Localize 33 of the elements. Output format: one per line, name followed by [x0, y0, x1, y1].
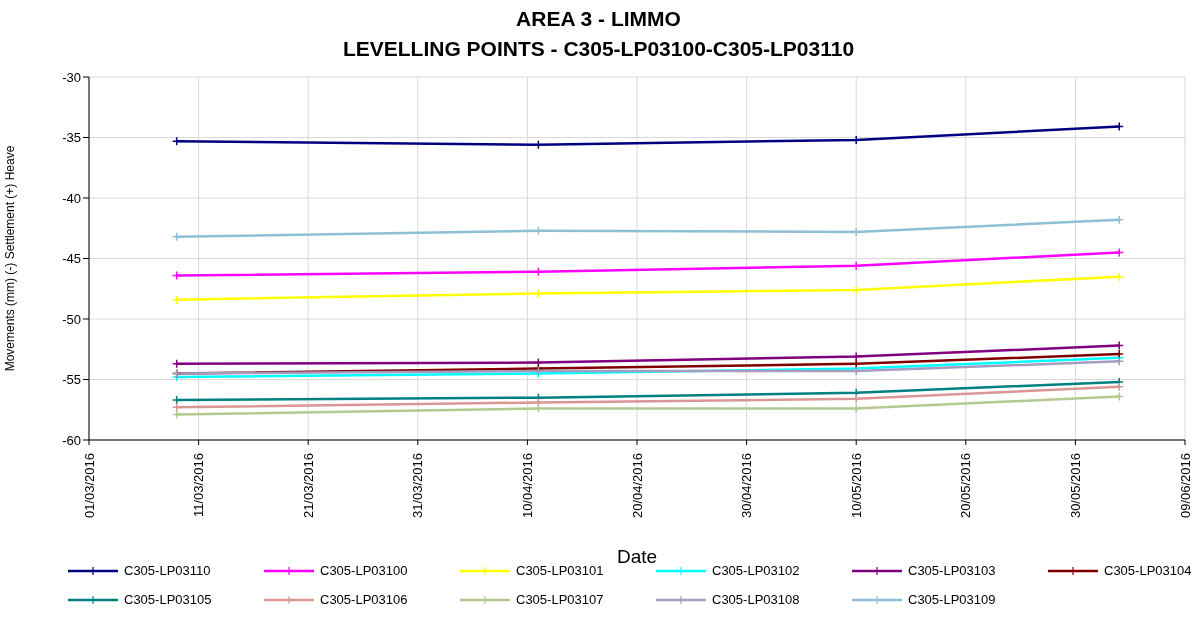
legend-label: C305-LP03109	[908, 592, 996, 607]
y-tick-label: -50	[62, 311, 81, 327]
y-tick-label: -40	[62, 190, 81, 206]
y-axis-title: Movements (mm) (-) Settlement (+) Heave	[3, 145, 18, 372]
y-tick-label: -45	[62, 251, 81, 267]
x-tick-label: 10/04/2016	[519, 453, 535, 519]
x-tick-label: 21/03/2016	[300, 453, 316, 519]
y-tick-label: -30	[62, 69, 81, 85]
x-tick-label: 31/03/2016	[410, 453, 426, 519]
x-axis-title: Date	[616, 546, 658, 567]
x-tick-label: 20/04/2016	[629, 453, 645, 519]
legend-label: C305-LP03101	[516, 563, 604, 578]
legend-label: C305-LP03108	[712, 592, 800, 607]
legend-label: C305-LP03107	[516, 592, 604, 607]
legend-label: C305-LP03102	[712, 563, 800, 578]
y-tick-label: -60	[62, 432, 81, 448]
legend-label: C305-LP03104	[1104, 563, 1192, 578]
legend-label: C305-LP03110	[124, 563, 211, 578]
x-tick-label: 11/03/2016	[191, 453, 207, 518]
legend-label: C305-LP03100	[320, 563, 408, 578]
legend-label: C305-LP03103	[908, 563, 996, 578]
legend-label: C305-LP03105	[124, 592, 212, 607]
chart-subtitle: LEVELLING POINTS - C305-LP03100-C305-LP03110	[341, 36, 856, 62]
x-tick-label: 01/03/2016	[81, 453, 97, 519]
x-tick-label: 30/05/2016	[1067, 453, 1083, 519]
x-tick-label: 30/04/2016	[739, 453, 755, 519]
x-tick-label: 10/05/2016	[848, 453, 864, 519]
x-tick-label: 20/05/2016	[958, 453, 974, 519]
chart-title: AREA 3 - LIMMO	[515, 6, 682, 32]
legend-label: C305-LP03106	[320, 592, 408, 607]
x-tick-label: 09/06/2016	[1177, 453, 1193, 519]
y-tick-label: -35	[62, 130, 81, 146]
y-tick-label: -55	[62, 372, 81, 388]
